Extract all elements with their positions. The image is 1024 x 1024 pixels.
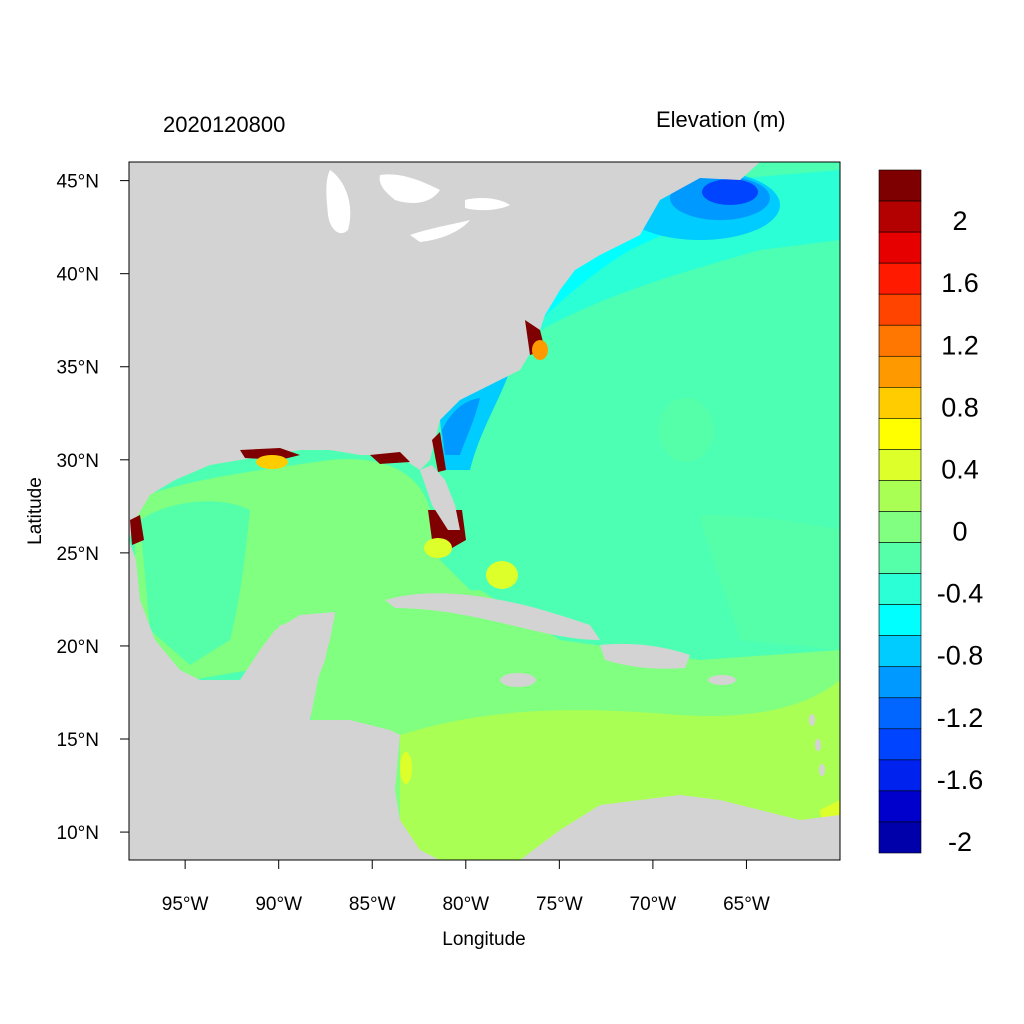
colorbar-label: 1.2 <box>941 330 979 360</box>
colorbar-swatch <box>878 449 922 481</box>
colorbar-swatch <box>878 759 922 792</box>
longitude-axis: 95°W 90°W 85°W 80°W 75°W 70°W 65°W <box>162 860 770 915</box>
date-label: 2020120800 <box>163 112 286 137</box>
lat-tick-label: 30°N <box>57 451 99 472</box>
west-gulf-field <box>140 501 250 665</box>
colorbar: 2 1.6 1.2 0.8 0.4 0 -0.4 -0.8 -1.2 -1.6 -2 <box>878 169 984 857</box>
colorbar-label: 0.8 <box>941 392 979 422</box>
colorbar-label: 2 <box>952 206 967 236</box>
bahama-bank-positive <box>486 561 518 589</box>
lat-tick-label: 35°N <box>57 358 99 379</box>
colorbar-label: -1.6 <box>937 765 984 795</box>
colorbar-swatch <box>878 511 922 543</box>
lat-tick-label: 20°N <box>57 637 99 658</box>
colorbar-label: 0.4 <box>941 454 979 484</box>
variable-label: Elevation (m) <box>656 107 786 132</box>
colorbar-swatch <box>878 697 922 730</box>
map-panel <box>129 162 840 860</box>
x-axis-title: Longitude <box>442 929 525 950</box>
colorbar-swatch <box>878 262 922 295</box>
lon-tick-label: 75°W <box>536 894 583 915</box>
colorbar-swatch <box>878 790 922 823</box>
colorbar-swatch <box>878 324 922 357</box>
lat-tick-label: 25°N <box>57 544 99 565</box>
latitude-axis: 45°N 40°N 35°N 30°N 25°N 20°N 15°N 10°N <box>57 172 129 844</box>
lat-tick-label: 15°N <box>57 730 99 751</box>
colorbar-swatch <box>878 728 922 761</box>
lon-tick-label: 90°W <box>255 894 302 915</box>
colorbar-swatch <box>878 573 922 605</box>
colorbar-swatch <box>878 604 922 636</box>
colorbar-label: -2 <box>948 827 972 857</box>
colorbar-swatch <box>878 169 922 202</box>
lon-tick-label: 95°W <box>162 894 209 915</box>
atlantic-eddy <box>658 398 714 462</box>
lon-tick-label: 65°W <box>723 894 770 915</box>
land-mass <box>129 162 840 860</box>
lon-tick-label: 80°W <box>442 894 489 915</box>
colorbar-label: 1.6 <box>941 268 979 298</box>
coastal-surge <box>130 320 545 545</box>
atlantic-southeast-field <box>700 515 840 650</box>
colorbar-swatch <box>878 542 922 574</box>
colorbar-label: -0.8 <box>937 641 984 671</box>
georgia-bight-lower <box>442 398 480 455</box>
colorbar-swatch <box>878 821 922 854</box>
lat-tick-label: 45°N <box>57 172 99 193</box>
gulf-of-maine-lowest <box>702 179 758 205</box>
colorbar-swatch <box>878 293 922 326</box>
colorbar-swatch <box>878 635 922 668</box>
colorbar-swatch <box>878 355 922 388</box>
colorbar-swatch <box>878 231 922 264</box>
lon-tick-label: 70°W <box>630 894 677 915</box>
great-lakes <box>326 170 510 242</box>
mississippi-surge <box>256 455 288 469</box>
florida-keys-positive <box>424 538 452 558</box>
lon-tick-label: 85°W <box>349 894 396 915</box>
map-frame <box>128 161 841 861</box>
lat-tick-label: 10°N <box>57 823 99 844</box>
pamlico-surge <box>532 340 548 360</box>
nicaragua-positive <box>400 752 412 784</box>
colorbar-swatch <box>878 480 922 512</box>
y-axis-title: Latitude <box>25 477 46 545</box>
colorbar-swatch <box>878 666 922 699</box>
lat-tick-label: 40°N <box>57 265 99 286</box>
colorbar-label: 0 <box>952 517 967 547</box>
colorbar-swatch <box>878 418 922 450</box>
colorbar-label: -1.2 <box>937 703 984 733</box>
colorbar-swatch <box>878 387 922 419</box>
colorbar-swatch <box>878 200 922 233</box>
colorbar-label: -0.4 <box>937 579 984 609</box>
